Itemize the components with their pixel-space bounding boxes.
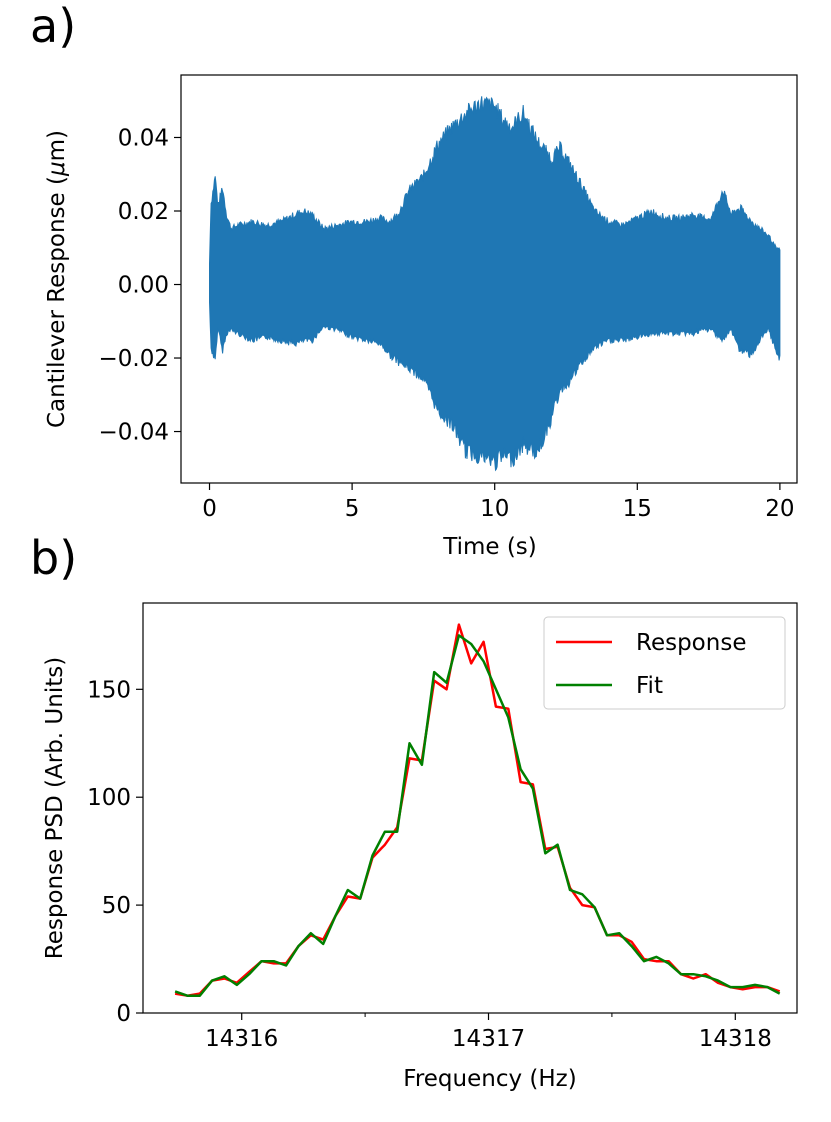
fit-series-line (174, 634, 781, 997)
a-x-tick-label: 5 (345, 496, 360, 522)
a-y-tick-label: 0.04 (118, 125, 169, 151)
b-x-axis-title: Frequency (Hz) (403, 1066, 576, 1092)
b-plot-frame (142, 602, 798, 1014)
b-legend: Response Fit (543, 616, 786, 710)
chart-a: 0 5 10 15 20 −0.04 −0.02 0.00 0.02 0.04 Time (s)… (44, 74, 798, 560)
b-y-tick-label: 150 (87, 677, 131, 703)
b-x-tick-label: 14317 (452, 1026, 525, 1052)
b-y-tick-label: 0 (116, 1001, 131, 1027)
b-x-axis: 14316 14317 14318 (205, 1013, 772, 1052)
a-y-tick-label: −0.02 (99, 346, 169, 372)
a-y-tick-label: 0.02 (118, 199, 169, 225)
a-x-tick-label: 10 (480, 496, 509, 522)
a-x-tick-label: 20 (765, 496, 794, 522)
panel-a-label: a) (30, 0, 76, 53)
a-y-axis: −0.04 −0.02 0.00 0.02 0.04 (99, 125, 181, 446)
chart-b: 14316 14317 14318 0 50 100 150 Frequency (Hz)… (42, 602, 798, 1092)
b-data-layer (174, 623, 781, 997)
legend-fit-label: Fit (636, 673, 663, 699)
a-data-layer (209, 96, 781, 472)
a-y-tick-label: −0.04 (99, 420, 169, 446)
a-x-axis: 0 5 10 15 20 (202, 483, 795, 522)
a-plot-frame (180, 74, 798, 484)
a-x-tick-label: 0 (202, 496, 217, 522)
b-y-tick-label: 50 (102, 893, 131, 919)
a-y-tick-label: 0.00 (118, 273, 169, 299)
a-response-waveform (209, 96, 781, 472)
legend-response-label: Response (636, 630, 746, 656)
panel-b-label: b) (30, 531, 77, 585)
b-y-axis: 0 50 100 150 (87, 677, 143, 1027)
a-x-axis-title: Time (s) (442, 534, 537, 560)
b-y-tick-label: 100 (87, 785, 131, 811)
b-x-tick-label: 14318 (699, 1026, 772, 1052)
a-x-tick-label: 15 (623, 496, 652, 522)
b-x-tick-label: 14316 (205, 1026, 278, 1052)
a-y-axis-title: Cantilever Response (μm) (44, 130, 70, 428)
b-y-axis-title: Response PSD (Arb. Units) (42, 657, 68, 959)
